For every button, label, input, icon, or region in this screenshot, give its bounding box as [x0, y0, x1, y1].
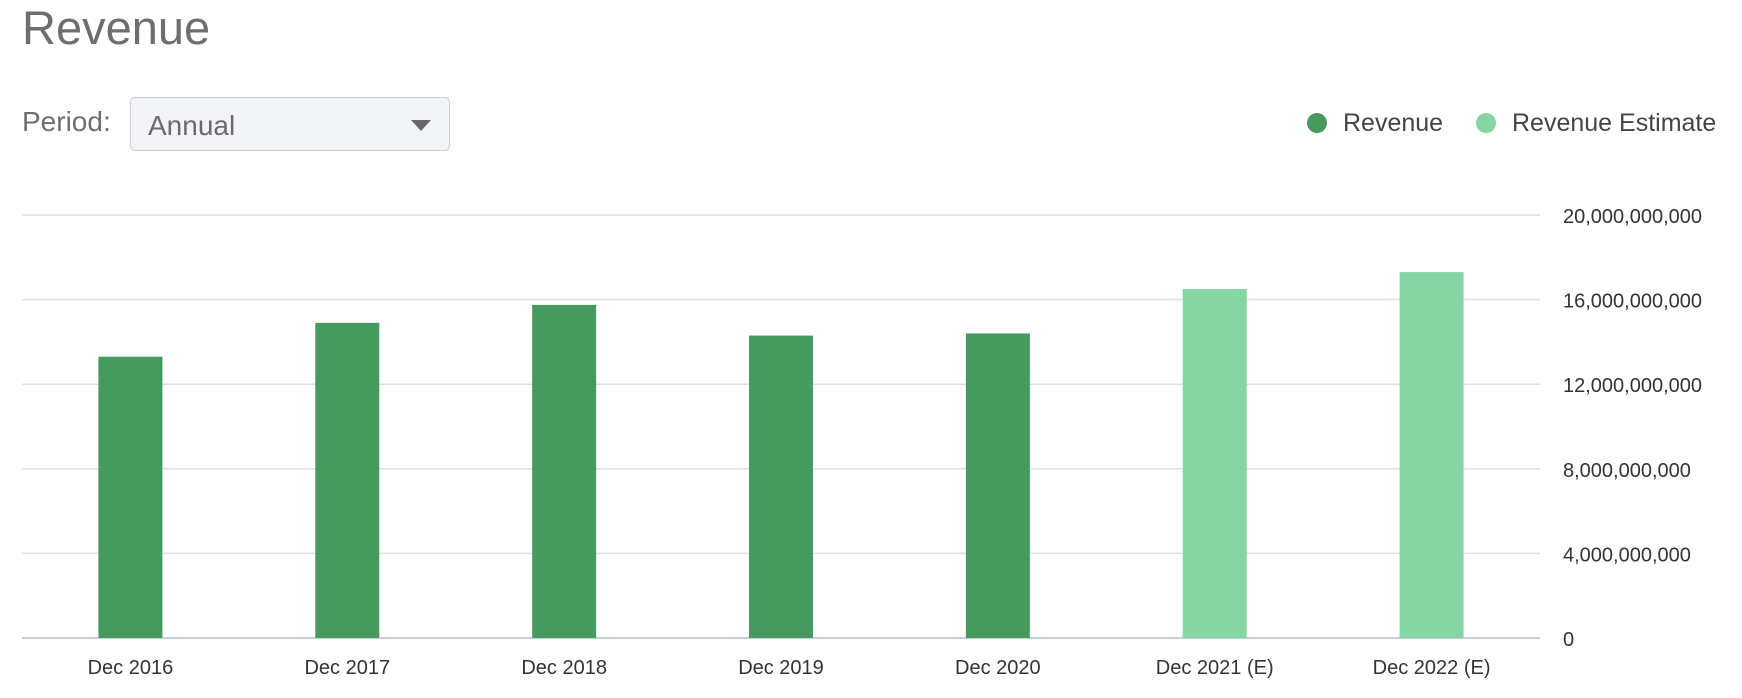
bar	[532, 304, 597, 638]
legend-label: Revenue	[1343, 108, 1444, 137]
x-tick-label: Dec 2017	[304, 657, 390, 679]
bar	[1399, 272, 1464, 638]
y-tick-label: 4,000,000,000	[1563, 544, 1691, 566]
x-tick-label: Dec 2018	[521, 657, 607, 679]
y-tick-label: 12,000,000,000	[1563, 375, 1702, 397]
legend-item-revenue-estimate[interactable]: Revenue Estimate	[1476, 108, 1716, 138]
y-tick-label: 16,000,000,000	[1563, 291, 1702, 313]
y-tick-label: 20,000,000,000	[1563, 206, 1702, 228]
x-tick-label: Dec 2020	[955, 657, 1041, 679]
bar	[749, 335, 813, 638]
chevron-down-icon	[411, 120, 431, 131]
period-select[interactable]: Annual	[130, 97, 450, 151]
page-title: Revenue	[22, 1, 211, 54]
x-tick-label: Dec 2019	[738, 657, 824, 679]
legend-item-revenue[interactable]: Revenue	[1307, 108, 1443, 138]
y-tick-label: 8,000,000,000	[1563, 460, 1691, 482]
bar	[98, 356, 163, 638]
legend-label: Revenue Estimate	[1512, 108, 1717, 137]
period-label: Period:	[22, 106, 111, 137]
legend-dot-icon	[1476, 113, 1496, 133]
x-tick-label: Dec 2021 (E)	[1156, 657, 1274, 679]
y-tick-label: 0	[1563, 629, 1574, 651]
bar	[315, 322, 380, 638]
period-select-value: Annual	[148, 110, 236, 141]
bar	[1182, 289, 1247, 638]
x-tick-label: Dec 2022 (E)	[1373, 657, 1491, 679]
legend-dot-icon	[1307, 113, 1327, 133]
bar	[965, 333, 1030, 638]
x-tick-label: Dec 2016	[88, 657, 174, 679]
